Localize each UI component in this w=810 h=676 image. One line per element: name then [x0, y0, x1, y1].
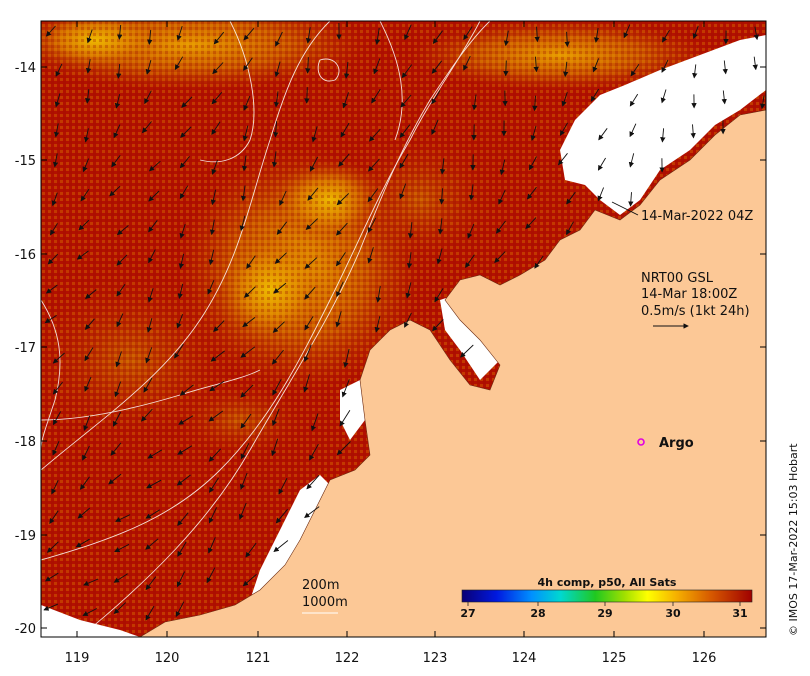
x-tick-label: 123 [423, 651, 448, 666]
depth-1000-label: 1000m [302, 595, 348, 610]
colorbar-tick: 29 [597, 607, 612, 620]
colorbar-gradient [462, 590, 752, 602]
x-tick-label: 121 [246, 651, 271, 666]
colorbar-title: 4h comp, p50, All Sats [538, 576, 677, 589]
current-title: NRT00 GSL [641, 271, 714, 286]
x-axis-labels: 119 120 121 122 123 124 125 126 [65, 651, 717, 666]
colorbar-tick: 28 [530, 607, 545, 620]
colorbar-tick: 30 [665, 607, 681, 620]
x-tick-label: 125 [602, 651, 627, 666]
argo-label: Argo [659, 436, 694, 451]
y-tick-label: -16 [15, 248, 36, 263]
y-tick-label: -14 [15, 61, 36, 76]
current-scale-label: 0.5m/s (1kt 24h) [641, 304, 750, 319]
x-tick-label: 119 [65, 651, 90, 666]
credit-text: © IMOS 17-Mar-2022 15:03 Hobart [787, 443, 800, 636]
colorbar-tick: 31 [732, 607, 747, 620]
x-tick-label: 122 [335, 651, 360, 666]
current-arrow-icon [307, 87, 308, 103]
y-tick-label: -17 [15, 341, 36, 356]
depth-200-label: 200m [302, 578, 339, 593]
y-tick-label: -20 [15, 622, 36, 637]
current-arrow-icon [506, 61, 507, 76]
colorbar-tick: 27 [460, 607, 475, 620]
swath-time-label: 14-Mar-2022 04Z [641, 209, 753, 224]
y-tick-label: -18 [15, 435, 36, 450]
x-tick-label: 124 [512, 651, 537, 666]
y-axis-labels: -14 -15 -16 -17 -18 -19 -20 [15, 61, 36, 637]
x-tick-label: 120 [155, 651, 180, 666]
y-tick-label: -19 [15, 529, 36, 544]
current-time: 14-Mar 18:00Z [641, 287, 737, 302]
y-tick-label: -15 [15, 154, 36, 169]
x-tick-label: 126 [692, 651, 717, 666]
